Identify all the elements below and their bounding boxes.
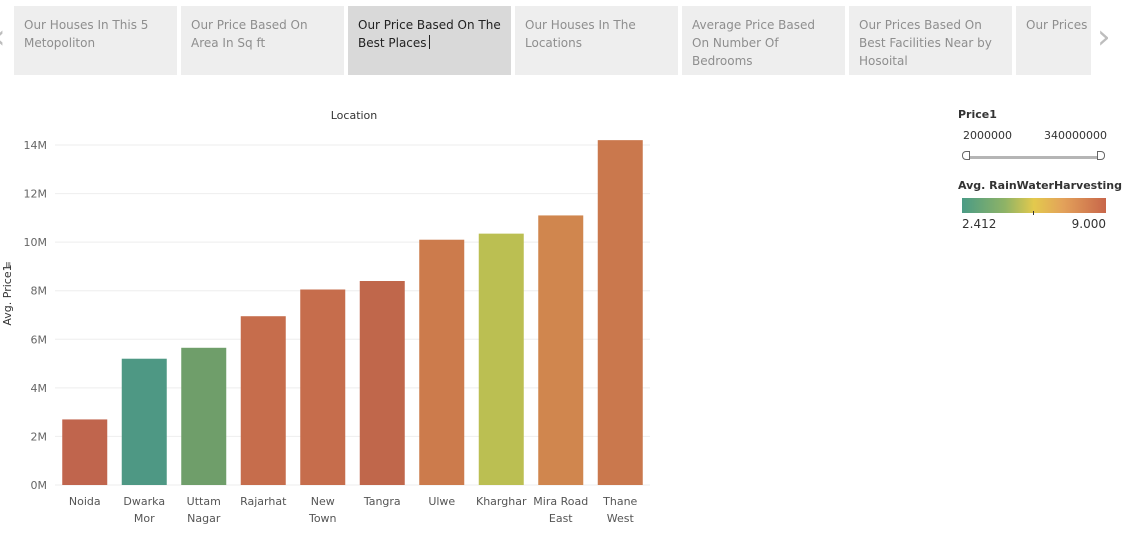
bar-4: [300, 289, 346, 485]
x-tick-label: Tangra: [363, 495, 401, 508]
y-tick-label: 8M: [31, 285, 48, 298]
tab-price-facilities[interactable]: Our Prices Based On Best Facilities Near: [1016, 6, 1091, 75]
x-tick-label: Uttam: [187, 495, 221, 508]
chevron-left-icon[interactable]: ‹: [0, 20, 6, 54]
color-legend-tick: [1033, 211, 1034, 215]
x-tick-label: Nagar: [187, 512, 221, 525]
text-caret: [428, 35, 430, 49]
x-tick-label: Mor: [134, 512, 155, 525]
price-slider-min-handle[interactable]: [962, 151, 970, 160]
bar-2: [181, 347, 227, 485]
bar-3: [240, 316, 286, 485]
x-tick-label: Kharghar: [476, 495, 527, 508]
tab-price-area[interactable]: Our Price Based On Area In Sq ft: [181, 6, 344, 75]
price-slider-max-handle[interactable]: [1097, 151, 1105, 160]
tab-label: Our Houses In The Locations: [525, 18, 636, 50]
bar-5: [359, 281, 405, 485]
color-legend-ramp: [962, 198, 1106, 213]
y-tick-label: 2M: [31, 430, 48, 443]
x-tick-label: East: [549, 512, 573, 525]
dashboard-tab-bar: ‹ Our Houses In This 5 Metopoliton Our P…: [0, 0, 1130, 80]
y-tick-label: 12M: [24, 188, 48, 201]
x-tick-label: New: [311, 495, 335, 508]
chart-title: Location: [331, 109, 378, 122]
color-legend-title: Avg. RainWaterHarvesting: [958, 179, 1122, 192]
y-tick-label: 4M: [31, 382, 48, 395]
x-tick-label: Noida: [69, 495, 101, 508]
bar-6: [419, 239, 465, 485]
x-tick-label: Ulwe: [428, 495, 455, 508]
x-tick-label: Mira Road: [533, 495, 588, 508]
bar-0: [62, 419, 108, 485]
tab-houses-locations[interactable]: Our Houses In The Locations: [515, 6, 678, 75]
color-legend-min: 2.412: [962, 217, 997, 231]
bar-9: [597, 140, 643, 485]
x-tick-label: Thane: [602, 495, 637, 508]
tab-label: Our Prices Based On Best Facilities Near: [1026, 18, 1091, 32]
y-tick-label: 10M: [24, 236, 48, 249]
bar-8: [538, 215, 584, 485]
price-max-value: 340000000: [1044, 129, 1107, 142]
tab-label: Average Price Based On Number Of Bedroom…: [692, 18, 816, 68]
location-price-bar-chart: Location 0M 2M 4M 6M 8M 10M 12M 14M Avg. Price1≡ N…: [1, 109, 650, 525]
price-filter: Price1 2000000 340000000: [958, 108, 1118, 145]
tab-label: Our Houses In This 5 Metopoliton: [24, 18, 149, 50]
y-axis-label: Avg. Price1: [1, 264, 14, 325]
x-tick-label: West: [607, 512, 635, 525]
price-min-value: 2000000: [963, 129, 1012, 142]
y-tick-label: 0M: [31, 479, 48, 492]
tab-price-bedrooms[interactable]: Average Price Based On Number Of Bedroom…: [682, 6, 845, 75]
chevron-right-icon[interactable]: ›: [1097, 17, 1111, 57]
tab-label: Our Price Based On Area In Sq ft: [191, 18, 308, 50]
tab-label: Our Price Based On The Best Places: [358, 18, 501, 50]
price-range-slider[interactable]: [966, 156, 1101, 159]
x-tick-label: Town: [308, 512, 337, 525]
y-tick-label: 6M: [31, 333, 48, 346]
sort-icon: ≡: [4, 261, 14, 269]
price-range-values: 2000000 340000000: [958, 129, 1118, 145]
x-tick-label: Rajarhat: [240, 495, 287, 508]
y-tick-label: 14M: [24, 139, 48, 152]
bar-1: [121, 358, 167, 485]
price-filter-title: Price1: [958, 108, 997, 121]
tab-houses-metropolitan[interactable]: Our Houses In This 5 Metopoliton: [14, 6, 177, 75]
tab-price-best-places[interactable]: Our Price Based On The Best Places: [348, 6, 511, 75]
tab-label: Our Prices Based On Best Facilities Near…: [859, 18, 992, 68]
tab-price-hospital[interactable]: Our Prices Based On Best Facilities Near…: [849, 6, 1012, 75]
x-tick-label: Dwarka: [123, 495, 165, 508]
bar-7: [478, 233, 524, 485]
color-legend-max: 9.000: [1071, 217, 1106, 231]
